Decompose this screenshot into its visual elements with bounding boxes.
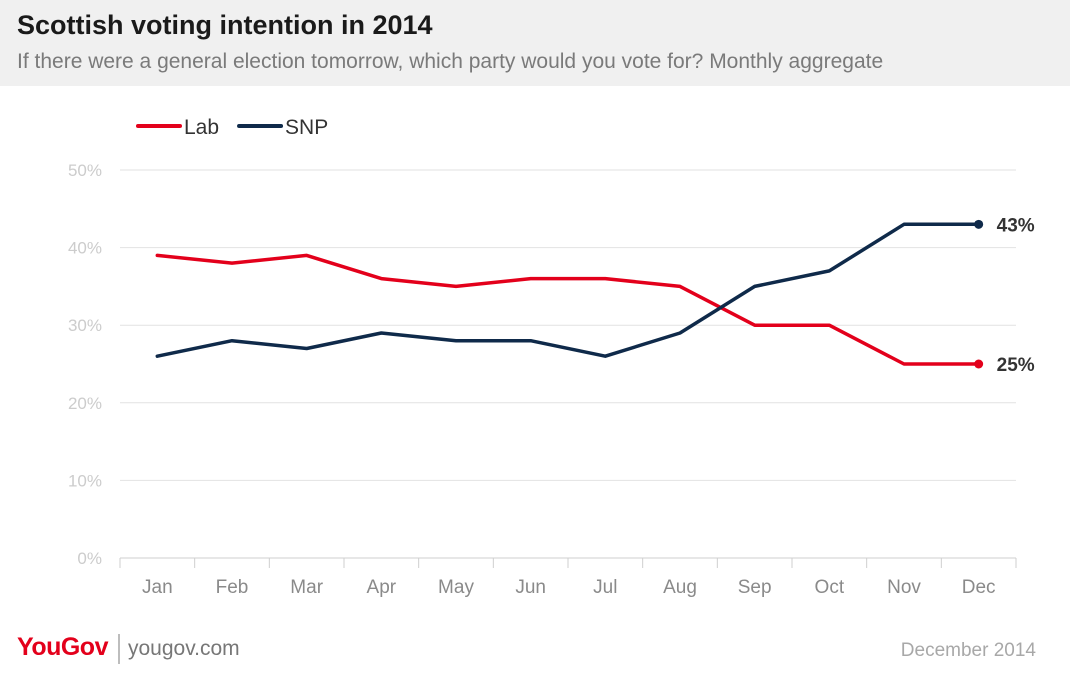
yougov-logo: YouGov xyxy=(17,633,108,661)
x-tick-label: Oct xyxy=(815,577,845,598)
x-tick-label: Nov xyxy=(887,577,921,598)
y-tick-label: 30% xyxy=(68,316,102,335)
x-tick-label: Mar xyxy=(290,577,323,598)
series-end-point-lab xyxy=(974,359,984,369)
y-tick-label: 50% xyxy=(68,161,102,180)
chart-header: Scottish voting intention in 2014 If the… xyxy=(0,0,1070,86)
x-tick-label: Jul xyxy=(593,577,617,598)
x-tick-label: Dec xyxy=(962,577,996,598)
y-tick-label: 40% xyxy=(68,239,102,258)
x-tick-label: May xyxy=(438,577,474,598)
series-line-lab xyxy=(155,253,981,366)
x-tick-label: Aug xyxy=(663,577,697,598)
y-tick-label: 10% xyxy=(68,471,102,490)
series-line-snp xyxy=(155,222,981,358)
footer-date: December 2014 xyxy=(900,640,1036,661)
chart-title: Scottish voting intention in 2014 xyxy=(17,10,433,40)
x-tick-label: Feb xyxy=(216,577,249,598)
data-label-lab: 25% xyxy=(997,355,1035,376)
chart-subtitle: If there were a general election tomorro… xyxy=(17,50,884,73)
x-tick-label: Jun xyxy=(515,577,546,598)
legend-label-lab: Lab xyxy=(184,116,219,139)
footer-url: yougov.com xyxy=(128,637,240,660)
legend-label-snp: SNP xyxy=(285,116,328,139)
x-tick-label: Jan xyxy=(142,577,173,598)
series-end-point-snp xyxy=(974,219,984,229)
x-tick-label: Apr xyxy=(367,577,397,598)
x-tick-label: Sep xyxy=(738,577,772,598)
footer-divider xyxy=(118,634,120,664)
data-label-snp: 43% xyxy=(997,215,1035,236)
y-tick-label: 0% xyxy=(77,549,102,568)
y-tick-label: 20% xyxy=(68,394,102,413)
line-chart: 0% 10% 20% 30% 40% 50% Jan Feb Mar Apr May Jun Jul Au… xyxy=(68,116,1035,598)
